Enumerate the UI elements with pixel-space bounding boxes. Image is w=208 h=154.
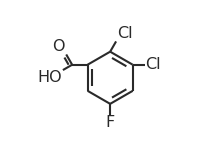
Text: F: F	[105, 115, 115, 130]
Text: Cl: Cl	[117, 26, 132, 41]
Text: HO: HO	[38, 70, 62, 85]
Text: O: O	[53, 39, 65, 54]
Text: Cl: Cl	[145, 57, 161, 72]
